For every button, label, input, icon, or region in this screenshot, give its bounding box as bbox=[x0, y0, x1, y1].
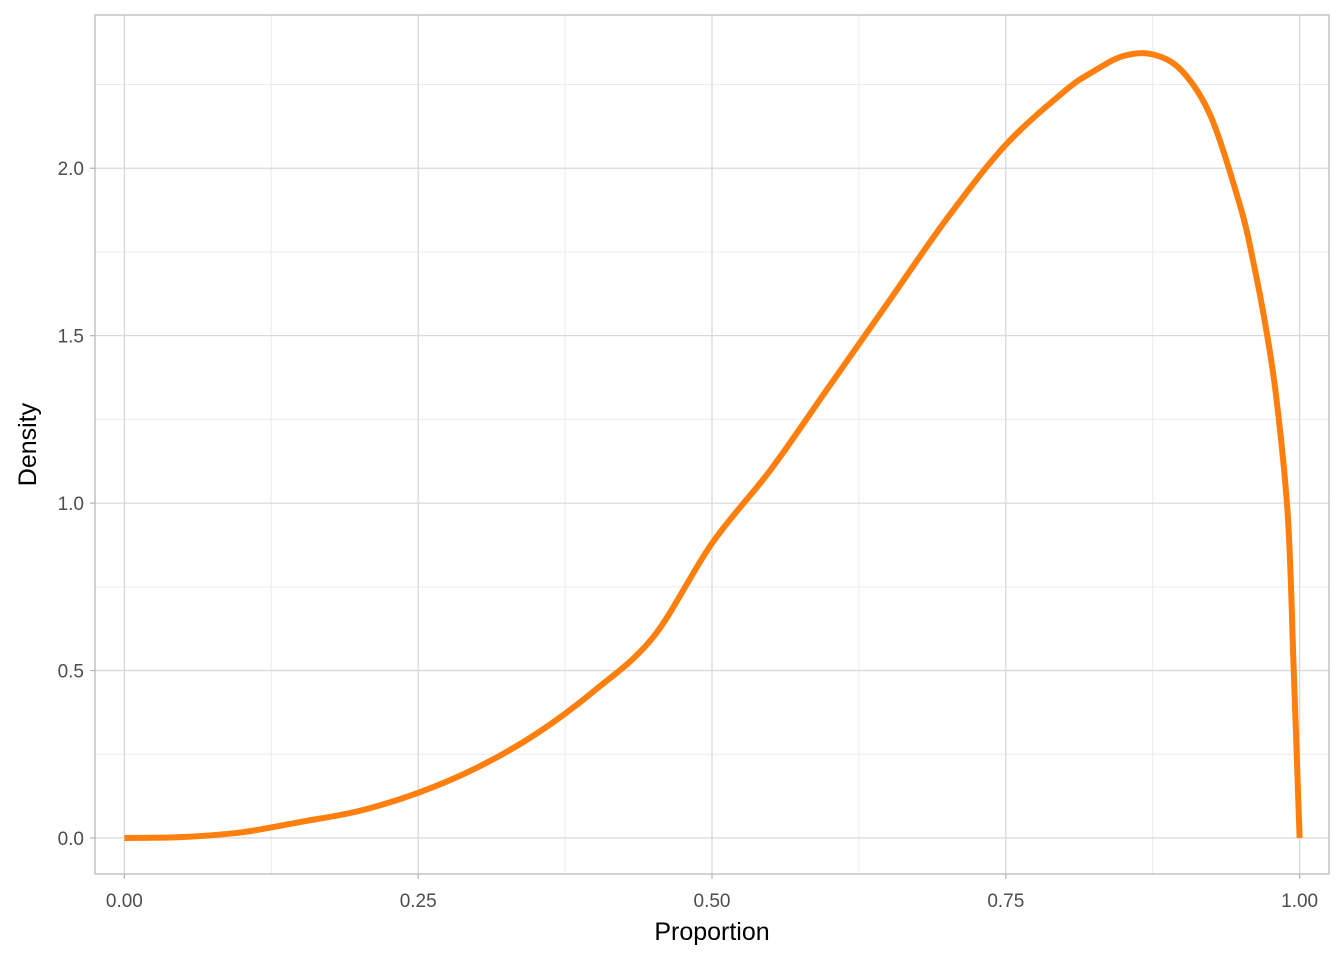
y-tick-label: 2.0 bbox=[58, 159, 84, 180]
x-axis-ticks: 0.00 0.25 0.50 0.75 1.00 bbox=[106, 874, 1318, 912]
y-axis-title: Density bbox=[14, 402, 42, 486]
x-tick-label: 0.75 bbox=[987, 891, 1024, 912]
y-tick-label: 1.5 bbox=[58, 327, 84, 348]
x-tick-label: 0.25 bbox=[400, 891, 437, 912]
y-tick-label: 1.0 bbox=[58, 494, 84, 515]
x-tick-label: 0.00 bbox=[106, 891, 143, 912]
x-tick-label: 1.00 bbox=[1281, 891, 1318, 912]
major-grid bbox=[95, 15, 1329, 874]
y-tick-label: 0.5 bbox=[58, 662, 84, 683]
y-axis-ticks: 0.0 0.5 1.0 1.5 2.0 bbox=[58, 159, 95, 850]
series-layer bbox=[124, 50, 1303, 841]
density-curve bbox=[124, 50, 1303, 841]
x-axis-title: Proportion bbox=[654, 918, 769, 946]
y-tick-label: 0.0 bbox=[58, 829, 84, 850]
x-tick-label: 0.50 bbox=[694, 891, 731, 912]
